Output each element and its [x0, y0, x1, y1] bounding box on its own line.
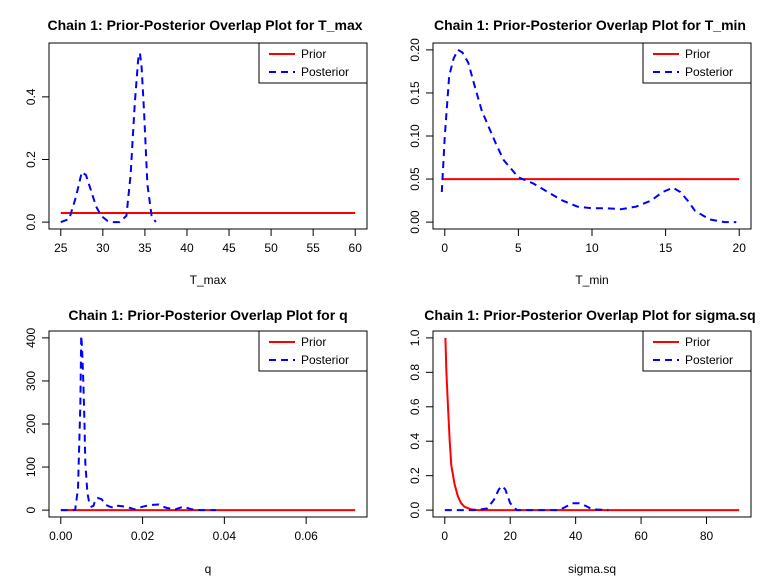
- legend-label-posterior: Posterior: [685, 353, 733, 367]
- plot-frame: [432, 330, 752, 518]
- x-tick-label: 10: [585, 241, 599, 255]
- x-tick-label: 30: [96, 241, 110, 255]
- chart-title: Chain 1: Prior-Posterior Overlap Plot fo…: [434, 17, 746, 33]
- chart-title: Chain 1: Prior-Posterior Overlap Plot fo…: [47, 17, 362, 33]
- x-tick-label: 0.04: [213, 529, 237, 543]
- legend-label-posterior: Posterior: [301, 65, 349, 79]
- x-axis-label: T_min: [575, 273, 608, 287]
- legend: Prior Posterior: [642, 330, 752, 372]
- y-tick-label: 100: [24, 457, 38, 477]
- y-tick-label: 1.0: [408, 329, 422, 346]
- x-tick-label: 60: [349, 241, 363, 255]
- plot-frame: [48, 42, 368, 230]
- x-tick-label: 45: [222, 241, 236, 255]
- x-tick-label: 60: [634, 529, 648, 543]
- x-tick-label: 55: [306, 241, 320, 255]
- chart-title: Chain 1: Prior-Posterior Overlap Plot fo…: [68, 307, 347, 323]
- y-tick-label: 0.0: [408, 501, 422, 518]
- x-axis-label: sigma.sq: [568, 562, 616, 576]
- y-tick-label: 0.4: [24, 88, 38, 105]
- legend-label-prior: Prior: [301, 47, 326, 61]
- x-tick-label: 0.00: [49, 529, 73, 543]
- chart-panel-4: Chain 1: Prior-Posterior Overlap Plot fo…: [408, 307, 756, 576]
- series-posterior-line: [60, 334, 217, 512]
- y-tick-label: 0.4: [408, 433, 422, 450]
- y-tick-label: 0.2: [408, 467, 422, 484]
- chart-panel-3: Chain 1: Prior-Posterior Overlap Plot fo…: [24, 307, 368, 576]
- x-tick-label: 0.06: [294, 529, 318, 543]
- x-axis-label: T_max: [190, 273, 227, 287]
- series-posterior-line: [440, 48, 737, 224]
- y-tick-label: 0.6: [408, 398, 422, 415]
- x-tick-label: 15: [659, 241, 673, 255]
- y-tick-label: 0.2: [24, 151, 38, 168]
- y-tick-label: 400: [24, 328, 38, 348]
- x-tick-label: 0.02: [131, 529, 155, 543]
- legend: Prior Posterior: [258, 42, 368, 84]
- legend-box: [258, 330, 368, 372]
- y-tick-label: 300: [24, 371, 38, 391]
- x-tick-label: 50: [264, 241, 278, 255]
- chart-panel-1: Chain 1: Prior-Posterior Overlap Plot fo…: [24, 17, 368, 287]
- legend-label-prior: Prior: [685, 335, 710, 349]
- x-tick-label: 0: [441, 529, 448, 543]
- legend-box: [642, 330, 752, 372]
- legend-label-posterior: Posterior: [301, 353, 349, 367]
- y-tick-label: 0.00: [408, 210, 422, 234]
- x-tick-label: 5: [515, 241, 522, 255]
- y-tick-label: 200: [24, 414, 38, 434]
- legend: Prior Posterior: [258, 330, 368, 372]
- legend-label-prior: Prior: [301, 335, 326, 349]
- legend-box: [642, 42, 752, 84]
- y-tick-label: 0.15: [408, 81, 422, 105]
- x-axis-label: q: [205, 562, 212, 576]
- legend-label-prior: Prior: [685, 47, 710, 61]
- y-tick-label: 0.10: [408, 124, 422, 148]
- chart-panel-2: Chain 1: Prior-Posterior Overlap Plot fo…: [408, 17, 752, 287]
- x-tick-label: 40: [180, 241, 194, 255]
- series-posterior-line: [60, 52, 157, 224]
- chart-title: Chain 1: Prior-Posterior Overlap Plot fo…: [424, 307, 755, 323]
- y-tick-label: 0.05: [408, 167, 422, 191]
- series-posterior-line: [444, 485, 609, 512]
- x-tick-label: 80: [700, 529, 714, 543]
- y-tick-label: 0.8: [408, 364, 422, 381]
- y-tick-label: 0.0: [24, 213, 38, 230]
- y-tick-label: 0.20: [408, 38, 422, 62]
- series-prior-line: [444, 337, 740, 512]
- x-tick-label: 25: [54, 241, 68, 255]
- x-tick-label: 40: [569, 529, 583, 543]
- legend: Prior Posterior: [642, 42, 752, 84]
- legend-box: [258, 42, 368, 84]
- x-tick-label: 35: [138, 241, 152, 255]
- x-tick-label: 20: [733, 241, 747, 255]
- y-tick-label: 0: [24, 506, 38, 513]
- x-tick-label: 20: [504, 529, 518, 543]
- legend-label-posterior: Posterior: [685, 65, 733, 79]
- x-tick-label: 0: [441, 241, 448, 255]
